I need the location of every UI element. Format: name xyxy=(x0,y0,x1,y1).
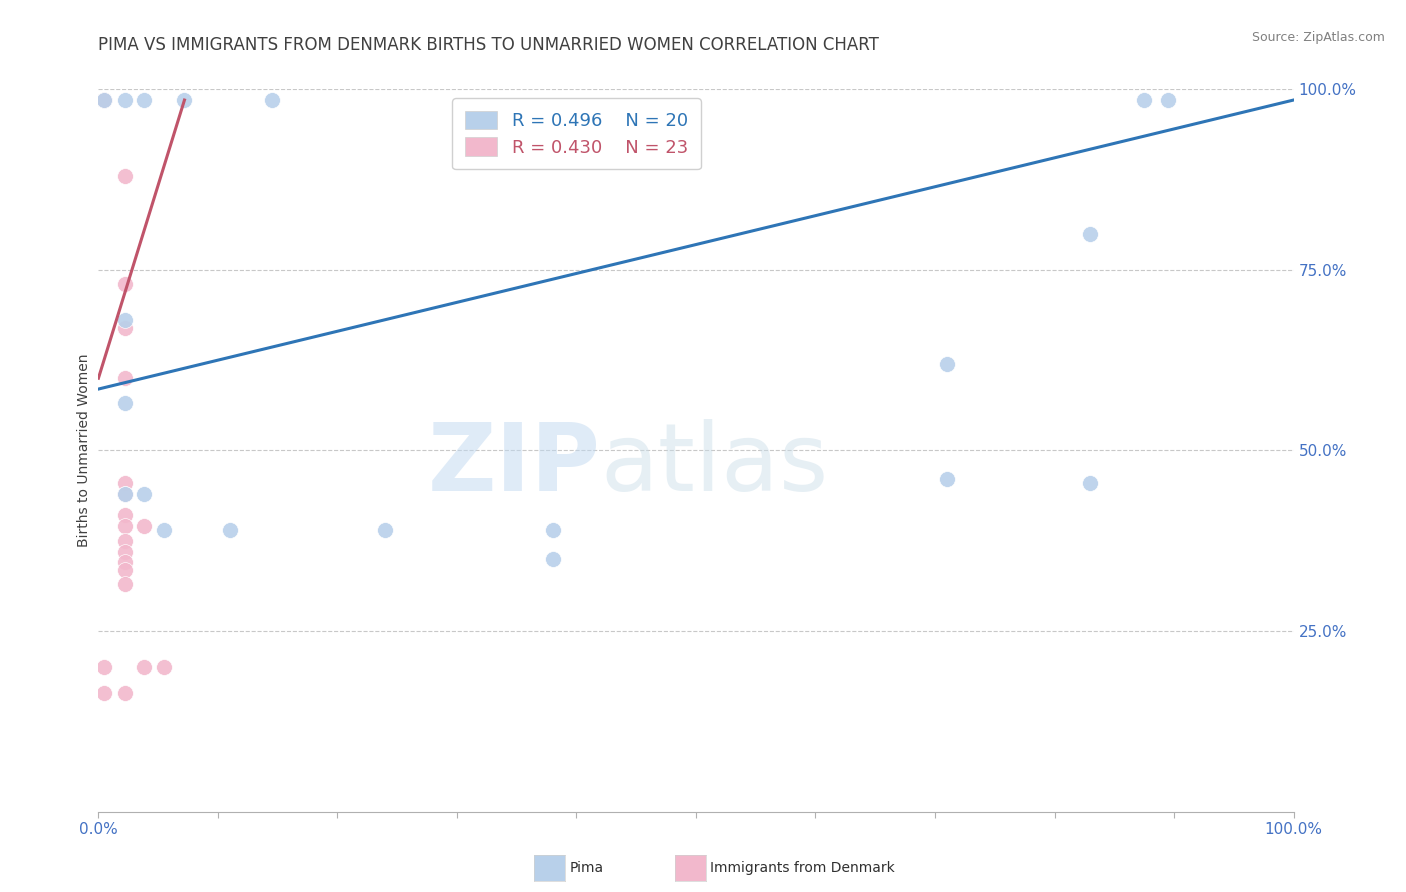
Point xyxy=(132,519,155,533)
Point xyxy=(153,523,176,537)
Point xyxy=(132,487,155,501)
Point xyxy=(114,508,136,523)
Text: PIMA VS IMMIGRANTS FROM DENMARK BIRTHS TO UNMARRIED WOMEN CORRELATION CHART: PIMA VS IMMIGRANTS FROM DENMARK BIRTHS T… xyxy=(98,36,879,54)
Y-axis label: Births to Unmarried Women: Births to Unmarried Women xyxy=(77,354,91,547)
Point xyxy=(114,685,136,699)
Point xyxy=(114,475,136,490)
Point xyxy=(114,519,136,533)
Point xyxy=(1080,475,1102,490)
Point xyxy=(114,544,136,558)
Point xyxy=(114,556,136,570)
Point xyxy=(1157,93,1180,107)
Point xyxy=(114,320,136,334)
Point xyxy=(114,277,136,292)
Point xyxy=(93,93,115,107)
Point xyxy=(132,660,155,674)
Point xyxy=(153,660,176,674)
Point xyxy=(1133,93,1156,107)
Point xyxy=(936,472,959,486)
Point xyxy=(260,93,283,107)
Point xyxy=(132,93,155,107)
Text: Source: ZipAtlas.com: Source: ZipAtlas.com xyxy=(1251,31,1385,45)
Point xyxy=(114,371,136,385)
Point xyxy=(114,577,136,591)
Point xyxy=(93,93,115,107)
Point xyxy=(93,660,115,674)
Point xyxy=(541,523,564,537)
Point xyxy=(541,551,564,566)
Point xyxy=(93,93,115,107)
Text: atlas: atlas xyxy=(600,419,828,511)
Text: ZIP: ZIP xyxy=(427,419,600,511)
Point xyxy=(114,313,136,327)
Point xyxy=(114,93,136,107)
Text: Pima: Pima xyxy=(569,861,603,875)
Point xyxy=(114,533,136,548)
Point xyxy=(219,523,242,537)
Legend: R = 0.496    N = 20, R = 0.430    N = 23: R = 0.496 N = 20, R = 0.430 N = 23 xyxy=(453,98,700,169)
Point xyxy=(374,523,396,537)
Point xyxy=(1080,227,1102,241)
Point xyxy=(114,396,136,410)
Point xyxy=(936,357,959,371)
Point xyxy=(93,685,115,699)
Point xyxy=(114,563,136,577)
Point xyxy=(114,487,136,501)
Point xyxy=(114,487,136,501)
Text: Immigrants from Denmark: Immigrants from Denmark xyxy=(710,861,894,875)
Point xyxy=(93,93,115,107)
Point xyxy=(173,93,195,107)
Point xyxy=(93,93,115,107)
Point xyxy=(114,169,136,183)
